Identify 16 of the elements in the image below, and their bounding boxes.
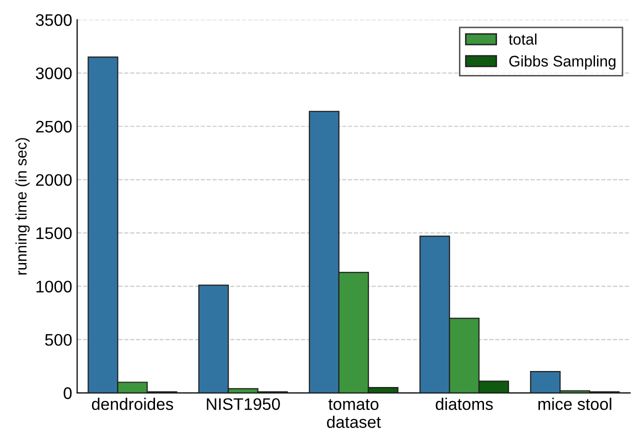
x-tick-label: NIST1950 (206, 398, 280, 410)
y-tick-label: 3500 (36, 14, 72, 26)
legend-label: Gibbs Sampling (509, 55, 616, 70)
legend-label: total (508, 34, 536, 45)
x-tick-label: tomato dataset (327, 399, 381, 428)
y-axis-title: running time (in sec) (15, 138, 30, 275)
x-tick-label: dendroides (92, 398, 174, 410)
y-tick-label: 1500 (36, 227, 72, 240)
y-tick-label: 0 (64, 387, 72, 400)
y-tick-label: 2000 (36, 174, 72, 186)
x-tick-label: mice stool (538, 398, 612, 410)
y-tick-label: 500 (45, 334, 72, 346)
y-tick-label: 1000 (36, 280, 72, 292)
x-tick-label: diatoms (436, 398, 493, 410)
y-tick-label: 2500 (36, 120, 72, 133)
y-tick-label: 3000 (36, 67, 72, 80)
